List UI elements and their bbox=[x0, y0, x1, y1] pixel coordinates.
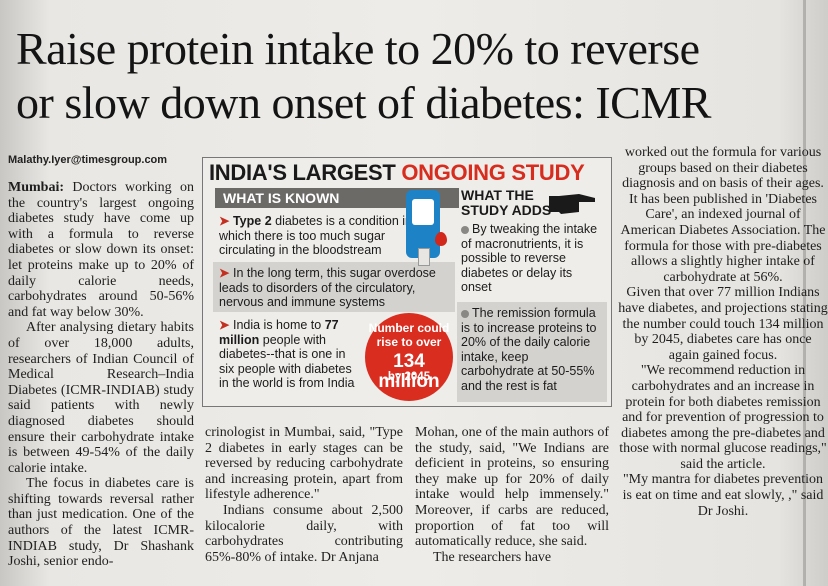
test-strip bbox=[418, 248, 430, 266]
known-item: ➤ India is home to 77 million people wit… bbox=[219, 318, 364, 391]
paragraph: The focus in diabetes care is shifting t… bbox=[8, 476, 194, 570]
projection-year: by 2045 bbox=[387, 371, 431, 383]
headline: Raise protein intake to 20% to reverse o… bbox=[16, 22, 816, 130]
page-fold-line bbox=[803, 0, 806, 586]
known-item-shade bbox=[213, 262, 455, 312]
known-item: ➤ In the long term, this sugar overdose … bbox=[219, 266, 447, 310]
known-item-text: In the long term, this sugar overdose le… bbox=[219, 266, 436, 309]
headline-line-1: Raise protein intake to 20% to reverse bbox=[16, 23, 700, 74]
adds-item-text: The remission formula is to increase pro… bbox=[461, 306, 597, 393]
arrow-bullet-icon: ➤ bbox=[219, 318, 230, 332]
adds-item-shade bbox=[457, 302, 607, 402]
known-item: ➤ Type 2 diabetes is a condition in whic… bbox=[219, 214, 415, 258]
paragraph: "My mantra for diabetes prevention is ea… bbox=[622, 472, 824, 519]
projection-number: 134 million bbox=[378, 351, 440, 392]
adds-item: By tweaking the intake of macronutrients… bbox=[461, 222, 603, 295]
what-is-known-heading: WHAT IS KNOWN bbox=[215, 188, 459, 208]
known-item-lead: 77 million bbox=[219, 318, 339, 347]
dateline: Mumbai: bbox=[8, 180, 64, 195]
paragraph: worked out the formula for various group… bbox=[620, 145, 826, 285]
known-item-prefix: India is home to bbox=[232, 318, 325, 332]
known-item-text: diabetes is a condition in which there i… bbox=[219, 214, 413, 257]
glucose-meter-icon bbox=[406, 190, 440, 266]
infographic-title: INDIA'S LARGEST ONGOING STUDY bbox=[209, 160, 585, 186]
arrow-bullet-icon: ➤ bbox=[219, 214, 230, 228]
adds-item: The remission formula is to increase pro… bbox=[461, 306, 603, 393]
article-column-1: Mumbai: Doctors working on the country's… bbox=[8, 180, 194, 570]
headline-line-2: or slow down onset of diabetes: ICMR bbox=[16, 77, 711, 128]
known-item-lead: Type 2 bbox=[232, 214, 272, 228]
paragraph: The researchers have bbox=[433, 549, 552, 565]
article-column-3: Mohan, one of the main authors of the st… bbox=[415, 425, 609, 565]
dot-bullet-icon bbox=[461, 225, 469, 234]
adds-item-text: By tweaking the intake of macronutrients… bbox=[461, 222, 598, 294]
infographic-box: INDIA'S LARGEST ONGOING STUDY WHAT IS KN… bbox=[202, 157, 612, 407]
arrow-bullet-icon: ➤ bbox=[219, 266, 230, 280]
dot-bullet-icon bbox=[461, 309, 469, 318]
projection-text: Number could rise to over bbox=[368, 321, 450, 349]
what-study-adds-heading: WHAT THE STUDY ADDS bbox=[461, 187, 552, 218]
article-column-2: crinologist in Mumbai, said, "Type 2 dia… bbox=[205, 425, 403, 565]
title-accent: ONGOING STUDY bbox=[401, 160, 585, 185]
paragraph: Given that over 77 million Indians have … bbox=[618, 285, 828, 363]
paragraph: Indians consume about 2,500 kilocalorie … bbox=[205, 502, 403, 565]
article-column-4: worked out the formula for various group… bbox=[618, 145, 828, 519]
paragraph: Mumbai: Doctors working on the country's… bbox=[8, 180, 194, 320]
projection-badge: Number could rise to over 134 million by… bbox=[365, 313, 453, 401]
meter-screen bbox=[412, 199, 434, 225]
paragraph: "We recommend reduction in carbohydrates… bbox=[619, 363, 827, 472]
known-item-text: people with diabetes--that is one in six… bbox=[219, 332, 355, 391]
title-prefix: INDIA'S LARGEST bbox=[209, 160, 396, 185]
paragraph-text: Doctors working on the country's largest… bbox=[8, 180, 194, 320]
blood-drop-icon bbox=[435, 232, 447, 246]
byline: Malathy.Iyer@timesgroup.com bbox=[8, 154, 168, 166]
pointing-hand-icon bbox=[549, 194, 595, 214]
paragraph: crinologist in Mumbai, said, "Type 2 dia… bbox=[205, 425, 403, 503]
paragraph: Mohan, one of the main authors of the st… bbox=[415, 425, 610, 550]
paragraph: After analysing dietary habits of over 1… bbox=[8, 320, 194, 476]
